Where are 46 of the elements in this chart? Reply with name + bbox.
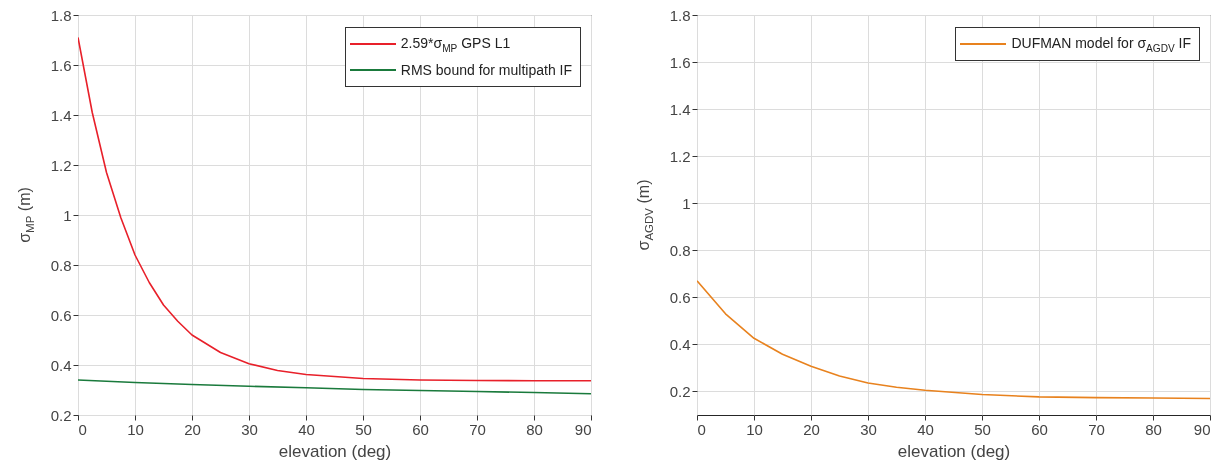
- y-tick-label: 1.8: [50, 6, 72, 24]
- x-tick-label: 60: [1031, 420, 1048, 438]
- x-tick-label: 0: [697, 420, 706, 438]
- x-tick-label: 70: [1088, 420, 1105, 438]
- y-tick-label: 1.2: [50, 156, 72, 174]
- y-tick-label: 0.2: [50, 406, 72, 424]
- x-tick-label: 30: [241, 420, 258, 438]
- y-tick-label: 0.6: [669, 288, 691, 306]
- x-axis-title: elevation (deg): [278, 441, 392, 461]
- line-series: [78, 379, 591, 395]
- x-tick-label: 90: [574, 420, 592, 438]
- x-axis-title: elevation (deg): [897, 441, 1011, 461]
- x-tick-label: 20: [803, 420, 820, 438]
- y-tick-label: 0.6: [50, 306, 72, 324]
- x-tick-label: 80: [1145, 420, 1162, 438]
- x-tick-label: 80: [526, 420, 543, 438]
- x-tick-label: 50: [355, 420, 372, 438]
- y-tick-label: 1.8: [669, 6, 691, 24]
- legend-label: DUFMAN model for σ$_{AGDV}$ IF: [1011, 34, 1191, 54]
- y-tick-label: 0.8: [50, 256, 72, 274]
- y-tick-label: 0.4: [669, 335, 691, 353]
- y-tick-label: 0.4: [50, 356, 72, 374]
- y-tick-label: 1: [682, 194, 691, 212]
- y-tick-label: 1.6: [669, 53, 691, 71]
- x-tick-label: 40: [917, 420, 934, 438]
- x-tick-label: 60: [412, 420, 429, 438]
- x-tick-label: 50: [974, 420, 991, 438]
- legend-label: 2.59*σ$_{MP}$ GPS L1: [400, 34, 511, 54]
- y-tick-label: 1.2: [669, 147, 691, 165]
- y-tick-label: 0.8: [669, 241, 691, 259]
- x-tick-label: 70: [469, 420, 486, 438]
- x-tick-label: 30: [860, 420, 877, 438]
- y-tick-label: 1.4: [669, 100, 691, 118]
- legend-label: RMS bound for multipath IF: [400, 62, 572, 78]
- x-tick-label: 10: [127, 420, 144, 438]
- y-tick-label: 0.2: [669, 382, 691, 400]
- x-tick-label: 10: [746, 420, 763, 438]
- line-series: [78, 36, 591, 382]
- y-tick-label: 1.4: [50, 106, 72, 124]
- x-tick-label: 0: [78, 420, 87, 438]
- y-tick-label: 1.6: [50, 56, 72, 74]
- y-tick-label: 1: [63, 206, 72, 224]
- x-tick-label: 90: [1193, 420, 1211, 438]
- x-tick-label: 20: [184, 420, 201, 438]
- line-series: [697, 280, 1210, 400]
- x-tick-label: 40: [298, 420, 315, 438]
